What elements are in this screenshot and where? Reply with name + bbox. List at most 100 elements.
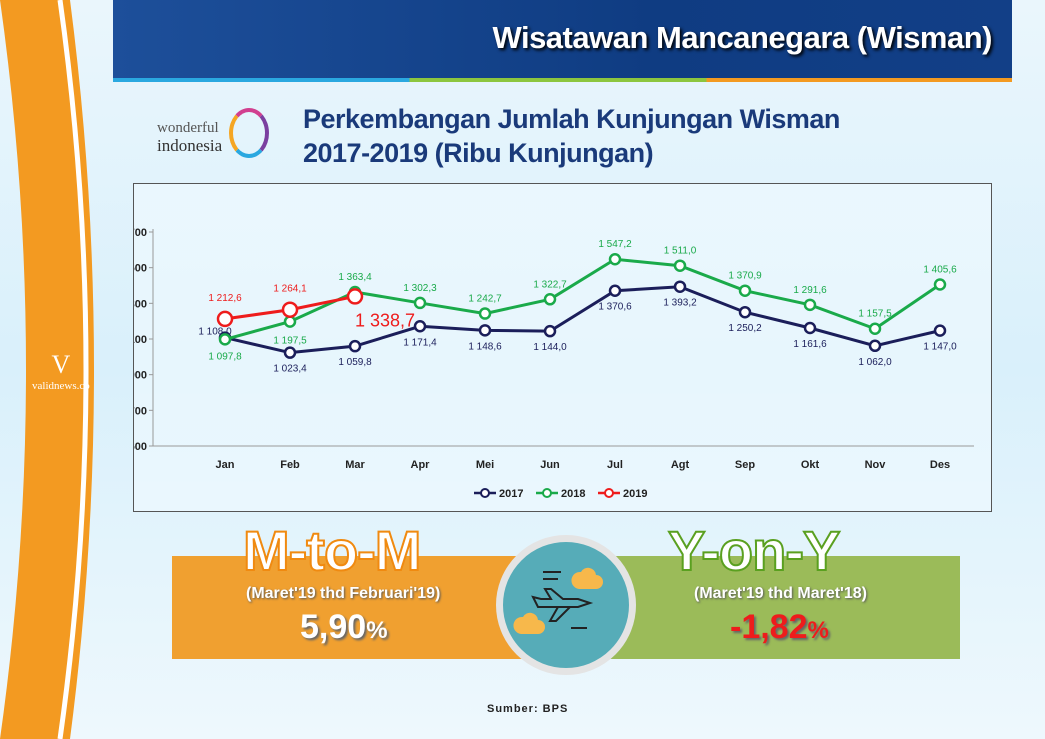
data-point-2018 bbox=[283, 315, 297, 328]
data-point-2017 bbox=[803, 321, 817, 335]
data-label-2018: 1 322,7 bbox=[533, 279, 567, 290]
data-label-2018: 1 291,6 bbox=[793, 285, 827, 296]
x-tick-label: Feb bbox=[280, 459, 300, 471]
validnews-logo: V validnews.co bbox=[32, 350, 90, 392]
x-tick-label: Okt bbox=[801, 459, 820, 471]
chart-title-line1: Perkembangan Jumlah Kunjungan Wisman bbox=[303, 104, 840, 134]
data-label-2019: 1 264,1 bbox=[273, 284, 307, 295]
logo-text-2: indonesia bbox=[157, 136, 223, 155]
x-tick-label: Nov bbox=[865, 459, 887, 471]
data-label-2019: 1 212,6 bbox=[208, 293, 242, 304]
data-point-2018 bbox=[413, 296, 427, 310]
data-label-2017: 1 171,4 bbox=[403, 337, 437, 348]
data-point-2017 bbox=[608, 284, 622, 297]
x-tick-label: Mei bbox=[476, 459, 494, 471]
data-label-2018: 1 405,6 bbox=[923, 265, 957, 276]
validnews-text: validnews.co bbox=[32, 380, 90, 392]
data-point-2019 bbox=[216, 310, 234, 328]
source-note: Sumber: BPS bbox=[487, 703, 569, 715]
yoy-value-group: -1,82% bbox=[730, 608, 829, 647]
logo-flower-icon bbox=[229, 108, 269, 158]
legend-marker-2018 bbox=[542, 488, 552, 498]
data-point-2018 bbox=[543, 293, 557, 306]
banner-stripe bbox=[113, 78, 1012, 82]
x-tick-label: Mar bbox=[345, 459, 365, 471]
data-label-2017: 1 062,0 bbox=[858, 357, 892, 368]
data-label-2018: 1 511,0 bbox=[664, 246, 697, 257]
mtm-unit: % bbox=[366, 617, 388, 644]
data-point-2017 bbox=[413, 320, 427, 333]
data-label-2017: 1 023,4 bbox=[273, 364, 307, 375]
x-tick-label: Jan bbox=[216, 459, 235, 471]
logo-text-1: wonderful bbox=[157, 120, 219, 136]
data-label-2017: 1 059,8 bbox=[338, 357, 372, 368]
data-label-2019: 1 338,7 bbox=[355, 310, 415, 330]
data-point-2017 bbox=[283, 346, 297, 359]
line-chart: 500 700 900 1 100 1 300 1 500 1 700 Jan Feb Mar Ap… bbox=[133, 183, 992, 512]
y-tick-label: 700 bbox=[134, 405, 147, 417]
data-label-2018: 1 197,5 bbox=[273, 336, 307, 347]
data-label-2017: 1 148,6 bbox=[468, 341, 502, 352]
x-tick-label: Apr bbox=[411, 459, 431, 471]
legend-label-2017: 2017 bbox=[499, 488, 523, 500]
data-label-2018: 1 157,5 bbox=[858, 309, 892, 320]
data-point-2018 bbox=[738, 284, 752, 297]
data-label-2017: 1 370,6 bbox=[598, 302, 632, 313]
yoy-panel bbox=[585, 556, 960, 659]
legend-label-2018: 2018 bbox=[561, 488, 585, 500]
data-point-2019 bbox=[281, 301, 299, 318]
data-point-2018 bbox=[673, 259, 687, 272]
mtm-title: M-to-M bbox=[242, 518, 422, 583]
y-tick-label: 500 bbox=[134, 441, 147, 453]
mtm-value-group: 5,90% bbox=[300, 608, 388, 647]
yoy-unit: % bbox=[807, 617, 829, 644]
data-point-2018 bbox=[803, 298, 817, 312]
data-point-2018 bbox=[868, 322, 882, 335]
data-point-2017 bbox=[933, 324, 947, 337]
data-label-2018: 1 097,8 bbox=[208, 351, 242, 362]
mtm-panel bbox=[172, 556, 532, 659]
wonderful-indonesia-logo: wonderful indonesia bbox=[157, 108, 277, 162]
yoy-value: -1,82 bbox=[730, 608, 808, 646]
y-tick-label: 1 300 bbox=[134, 298, 147, 310]
data-label-2018: 1 242,7 bbox=[468, 294, 502, 305]
data-label-2017: 1 108,0 bbox=[198, 327, 232, 338]
data-point-2017 bbox=[738, 305, 752, 319]
data-label-2018: 1 370,9 bbox=[728, 271, 762, 282]
x-tick-label: Jul bbox=[607, 459, 623, 471]
y-tick-label: 1 700 bbox=[134, 227, 147, 239]
data-label-2018: 1 302,3 bbox=[403, 283, 437, 294]
y-tick-label: 900 bbox=[134, 370, 147, 382]
x-tick-label: Agt bbox=[671, 459, 690, 471]
legend-label-2019: 2019 bbox=[623, 488, 647, 500]
legend-marker-2019 bbox=[604, 488, 614, 498]
data-label-2017: 1 147,0 bbox=[923, 342, 957, 353]
data-label-2018: 1 547,2 bbox=[598, 239, 632, 250]
data-point-2018 bbox=[478, 307, 492, 320]
x-tick-label: Des bbox=[930, 459, 950, 471]
page-title: Wisatawan Mancanegara (Wisman) bbox=[492, 20, 992, 55]
series-line-2017 bbox=[224, 285, 941, 355]
legend-marker-2017 bbox=[480, 488, 490, 498]
yoy-period: (Maret'19 thd Maret'18) bbox=[694, 585, 867, 602]
mtm-period: (Maret'19 thd Februari'19) bbox=[246, 585, 441, 602]
chart-title: Perkembangan Jumlah Kunjungan Wisman 201… bbox=[303, 102, 840, 170]
validnews-mark: V bbox=[51, 350, 71, 379]
data-point-2018 bbox=[218, 333, 232, 346]
data-point-2019 bbox=[346, 288, 364, 305]
data-point-2017 bbox=[673, 280, 687, 293]
x-tick-label: Jun bbox=[540, 459, 560, 471]
airplane-badge bbox=[496, 535, 636, 675]
data-label-2017: 1 161,6 bbox=[793, 339, 827, 350]
chart-svg: 500 700 900 1 100 1 300 1 500 1 700 Jan Feb Mar Ap… bbox=[134, 227, 974, 500]
chart-title-line2: 2017-2019 (Ribu Kunjungan) bbox=[303, 138, 654, 168]
yoy-title: Y-on-Y bbox=[667, 518, 841, 583]
data-point-2017 bbox=[868, 339, 882, 353]
data-point-2018 bbox=[608, 252, 622, 266]
data-label-2017: 1 393,2 bbox=[663, 298, 697, 309]
y-tick-label: 1 100 bbox=[134, 334, 147, 346]
airplane-icon bbox=[513, 567, 603, 634]
y-tick-label: 1 500 bbox=[134, 263, 147, 275]
series-line-2018 bbox=[224, 257, 941, 341]
data-label-2017: 1 144,0 bbox=[533, 342, 567, 353]
